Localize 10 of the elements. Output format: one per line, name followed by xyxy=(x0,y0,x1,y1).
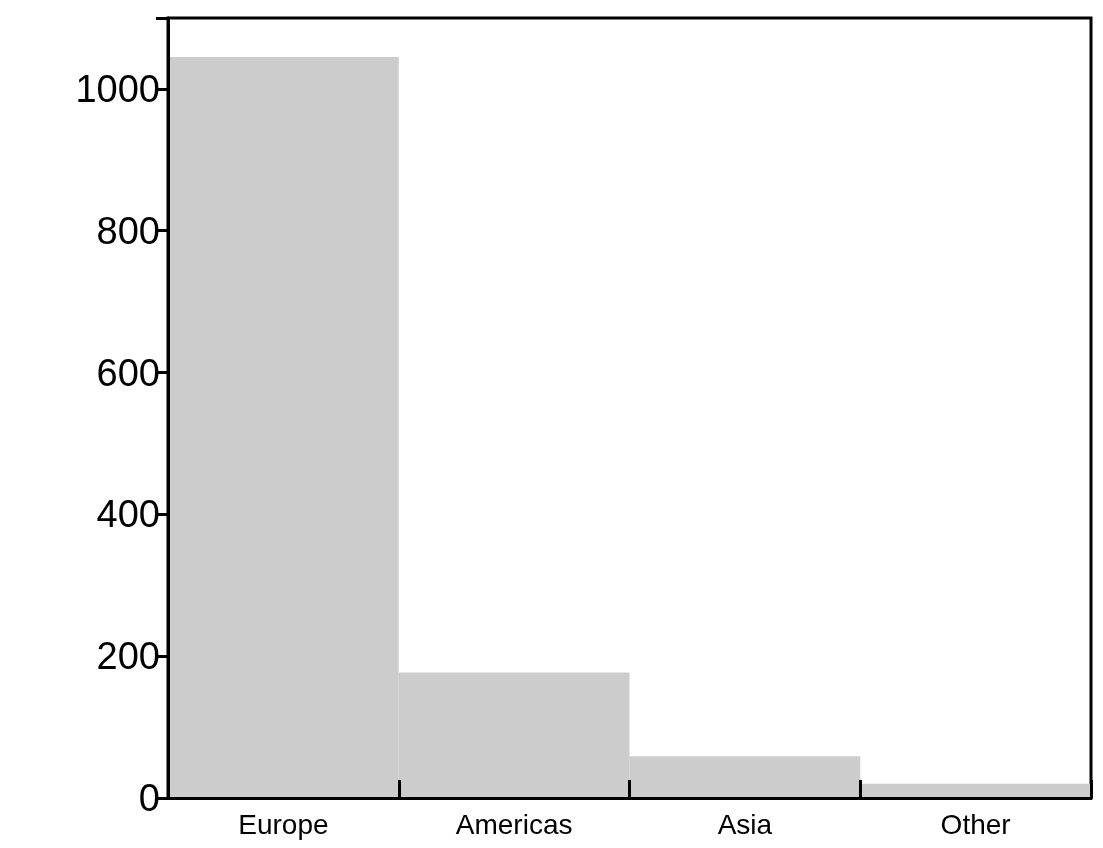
y-tick-label: 1000 xyxy=(75,67,160,110)
x-tick-label: Europe xyxy=(238,808,329,840)
y-tick-label: 600 xyxy=(96,351,160,394)
x-tick-label: Americas xyxy=(455,808,573,840)
y-tick-label: 800 xyxy=(96,209,160,252)
y-tick-label: 400 xyxy=(96,493,160,536)
y-tick-label: 0 xyxy=(138,777,160,819)
y-tick-label: 200 xyxy=(96,635,160,678)
x-tick-label: Asia xyxy=(717,808,773,840)
x-tick-label: Other xyxy=(940,808,1011,840)
